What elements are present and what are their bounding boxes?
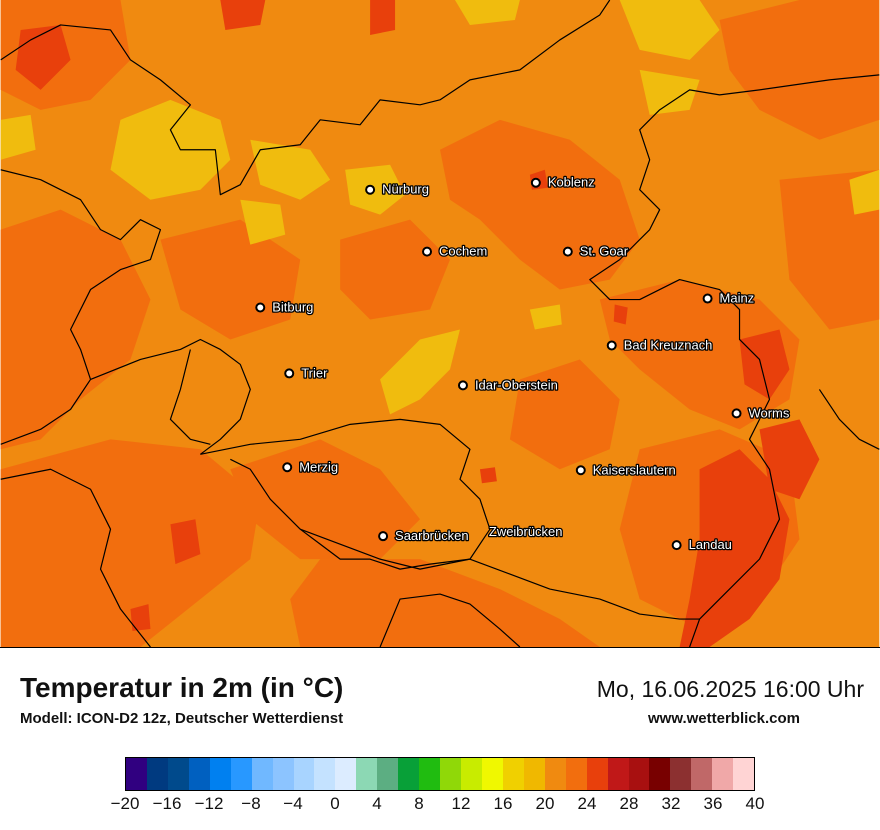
legend-tick-label: 4 <box>372 794 382 813</box>
legend-tick-label: −12 <box>194 794 224 813</box>
legend-tick-label: 8 <box>414 794 424 813</box>
city-label: Saarbrücken <box>395 528 469 543</box>
city-zweibruecken[interactable]: Zweibrücken <box>488 523 564 541</box>
border-luxembourg <box>90 338 251 455</box>
legend-swatch <box>565 758 587 790</box>
legend-swatch <box>335 758 357 790</box>
legend-swatch <box>586 758 608 790</box>
legend-swatch <box>251 758 273 790</box>
legend-swatch <box>272 758 294 790</box>
legend-swatch <box>670 758 692 790</box>
legend-swatch <box>209 758 231 790</box>
city-mainz[interactable]: Mainz <box>702 289 755 307</box>
legend-swatch <box>481 758 503 790</box>
city-label: Nürburg <box>382 182 429 197</box>
legend-swatch <box>126 758 147 790</box>
city-label: Merzig <box>299 459 338 474</box>
website-link[interactable]: www.wetterblick.com <box>648 710 800 727</box>
border-west <box>0 169 162 445</box>
color-scale-legend <box>125 757 755 791</box>
city-label: Cochem <box>439 244 487 259</box>
border-south <box>300 528 700 620</box>
legend-tick-label: −4 <box>283 794 303 813</box>
legend-tick-label: 36 <box>703 794 723 813</box>
city-trier[interactable]: Trier <box>284 364 329 382</box>
city-koblenz[interactable]: Koblenz <box>530 173 596 191</box>
legend-tick-label: −16 <box>152 794 182 813</box>
legend-tick-label: 0 <box>330 794 340 813</box>
legend-swatch <box>314 758 336 790</box>
border-east-small <box>818 389 880 450</box>
city-label: Trier <box>301 365 328 380</box>
map-title: Temperatur in 2m (in °C) <box>20 672 344 703</box>
city-idar-oberstein[interactable]: Idar-Oberstein <box>457 376 559 394</box>
legend-swatch <box>188 758 210 790</box>
temperature-zone-24-26 <box>15 0 820 647</box>
legend-swatch <box>440 758 461 790</box>
legend-swatch <box>712 758 734 790</box>
legend-swatch <box>544 758 566 790</box>
temperature-map: Nürburg Koblenz Cochem St. Goar Bitburg … <box>0 0 880 648</box>
legend-tick-label: 16 <box>493 794 513 813</box>
border-saarland <box>200 418 491 570</box>
legend-tick-label: 24 <box>577 794 597 813</box>
legend-swatch <box>502 758 524 790</box>
legend-swatch <box>356 758 378 790</box>
model-source: Modell: ICON-D2 12z, Deutscher Wetterdie… <box>20 710 344 727</box>
city-label: Bad Kreuznach <box>624 337 713 352</box>
legend-swatch <box>167 758 189 790</box>
city-label: Bitburg <box>272 300 313 315</box>
legend-tick-label: 20 <box>535 794 555 813</box>
legend-swatch <box>398 758 420 790</box>
forecast-datetime: Mo, 16.06.2025 16:00 Uhr <box>596 676 864 702</box>
city-bad-kreuznach[interactable]: Bad Kreuznach <box>606 336 714 354</box>
legend-tick-label: 32 <box>661 794 681 813</box>
city-label: Koblenz <box>548 175 595 190</box>
city-label: Landau <box>689 537 732 552</box>
legend-swatch <box>293 758 315 790</box>
city-worms[interactable]: Worms <box>731 404 791 422</box>
city-kaiserslautern[interactable]: Kaiserslautern <box>575 461 677 479</box>
city-st-goar[interactable]: St. Goar <box>562 242 630 260</box>
legend-swatch <box>733 758 755 790</box>
city-label: Idar-Oberstein <box>475 377 558 392</box>
legend-swatch <box>691 758 713 790</box>
city-label: St. Goar <box>580 244 629 259</box>
city-landau[interactable]: Landau <box>671 536 733 553</box>
map-footer: Temperatur in 2m (in °C) Modell: ICON-D2… <box>0 648 880 830</box>
city-saarbruecken[interactable]: Saarbrücken <box>378 527 470 544</box>
city-bitburg[interactable]: Bitburg <box>255 298 315 316</box>
city-label: Mainz <box>720 291 755 306</box>
legend-swatch <box>523 758 545 790</box>
city-cochem[interactable]: Cochem <box>422 242 489 260</box>
city-label: Worms <box>749 405 790 420</box>
legend-tick-label: 12 <box>451 794 471 813</box>
legend-swatch <box>230 758 252 790</box>
legend-tick-label: 40 <box>745 794 765 813</box>
legend-swatch <box>146 758 168 790</box>
city-label: Kaiserslautern <box>593 462 676 477</box>
legend-swatch <box>607 758 629 790</box>
legend-swatch <box>461 758 482 790</box>
border-northeast <box>589 74 880 647</box>
legend-swatch <box>628 758 650 790</box>
border-lux-inner <box>169 349 211 445</box>
legend-swatch <box>419 758 441 790</box>
border-north <box>0 0 611 196</box>
border-france-south <box>379 593 521 647</box>
city-markers: Nürburg Koblenz Cochem St. Goar Bitburg … <box>255 173 791 553</box>
legend-swatch <box>377 758 399 790</box>
legend-tick-label: −20 <box>110 794 140 813</box>
legend-tick-label: −8 <box>241 794 261 813</box>
border-france-west <box>0 468 151 647</box>
city-merzig[interactable]: Merzig <box>282 458 339 476</box>
city-nuerburg[interactable]: Nürburg <box>365 180 430 198</box>
city-label: Zweibrücken <box>489 524 563 539</box>
color-scale-ticks: −20 −16 −12 −8 −4 0 4 8 12 16 20 24 28 32 36 40 <box>111 794 765 824</box>
legend-tick-label: 28 <box>619 794 639 813</box>
legend-swatch <box>649 758 671 790</box>
state-borders <box>0 0 880 647</box>
